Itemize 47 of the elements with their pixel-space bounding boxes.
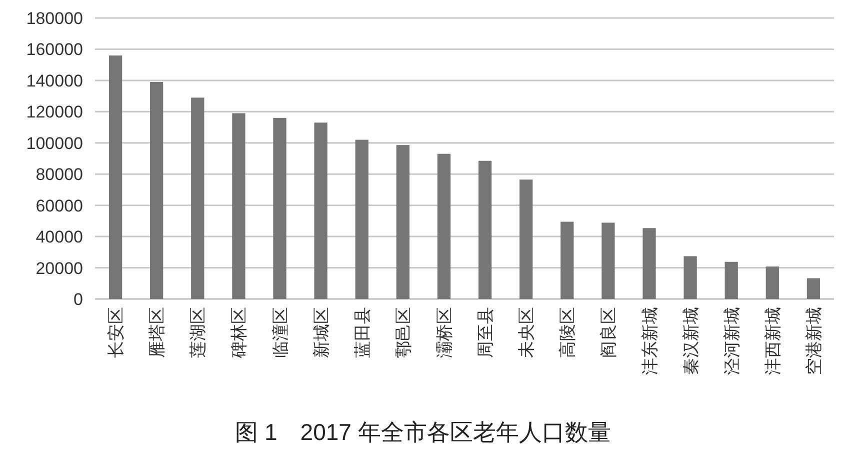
- bar: [560, 222, 574, 299]
- y-tick-label: 180000: [26, 9, 83, 28]
- x-tick-label: 蓝田县: [352, 307, 372, 358]
- y-tick-label: 140000: [26, 71, 83, 90]
- x-tick-label: 长安区: [106, 307, 126, 358]
- y-tick-label: 60000: [36, 196, 83, 216]
- bar: [437, 154, 451, 299]
- bar: [191, 98, 204, 299]
- x-tick-label: 新城区: [312, 307, 331, 358]
- x-tick-label: 泾河新城: [722, 307, 742, 375]
- x-tick-label: 临潼区: [270, 307, 290, 358]
- y-tick-label: 40000: [36, 228, 83, 247]
- bar: [642, 228, 656, 299]
- x-tick-label: 高陵区: [558, 307, 578, 358]
- x-tick-label: 周至县: [476, 307, 496, 358]
- y-tick-label: 20000: [36, 258, 83, 278]
- x-tick-label: 空港新城: [804, 307, 824, 375]
- bar: [684, 256, 697, 299]
- bar: [314, 122, 328, 299]
- x-tick-label: 阎良区: [599, 307, 618, 358]
- x-tick-label: 莲湖区: [188, 307, 208, 358]
- x-tick-label: 雁塔区: [148, 307, 167, 358]
- y-tick-label: 0: [74, 290, 83, 309]
- bar: [273, 118, 286, 299]
- bar: [108, 55, 122, 299]
- y-tick-label: 160000: [26, 40, 83, 60]
- bar: [150, 82, 164, 299]
- x-tick-label: 秦汉新城: [681, 307, 700, 375]
- y-tick-label: 120000: [26, 102, 83, 122]
- x-tick-label: 灞桥区: [434, 307, 454, 358]
- bar: [806, 278, 820, 299]
- x-tick-label: 鄠邑区: [394, 307, 413, 358]
- bar: [355, 140, 368, 299]
- bar: [724, 262, 738, 299]
- bar: [602, 222, 615, 299]
- x-tick-label: 沣西新城: [763, 307, 782, 375]
- y-tick-label: 100000: [26, 134, 83, 153]
- bar: [520, 180, 533, 299]
- bar: [766, 266, 779, 299]
- bar: [478, 160, 492, 299]
- bar: [232, 113, 246, 299]
- x-tick-label: 未央区: [517, 307, 536, 358]
- x-tick-label: 碑林区: [230, 307, 249, 359]
- text: 图 1 2017 年全市各区老年人口数量: [235, 419, 611, 445]
- bar: [396, 145, 410, 299]
- x-tick-label: 沣东新城: [640, 307, 660, 375]
- y-tick-label: 80000: [36, 165, 83, 184]
